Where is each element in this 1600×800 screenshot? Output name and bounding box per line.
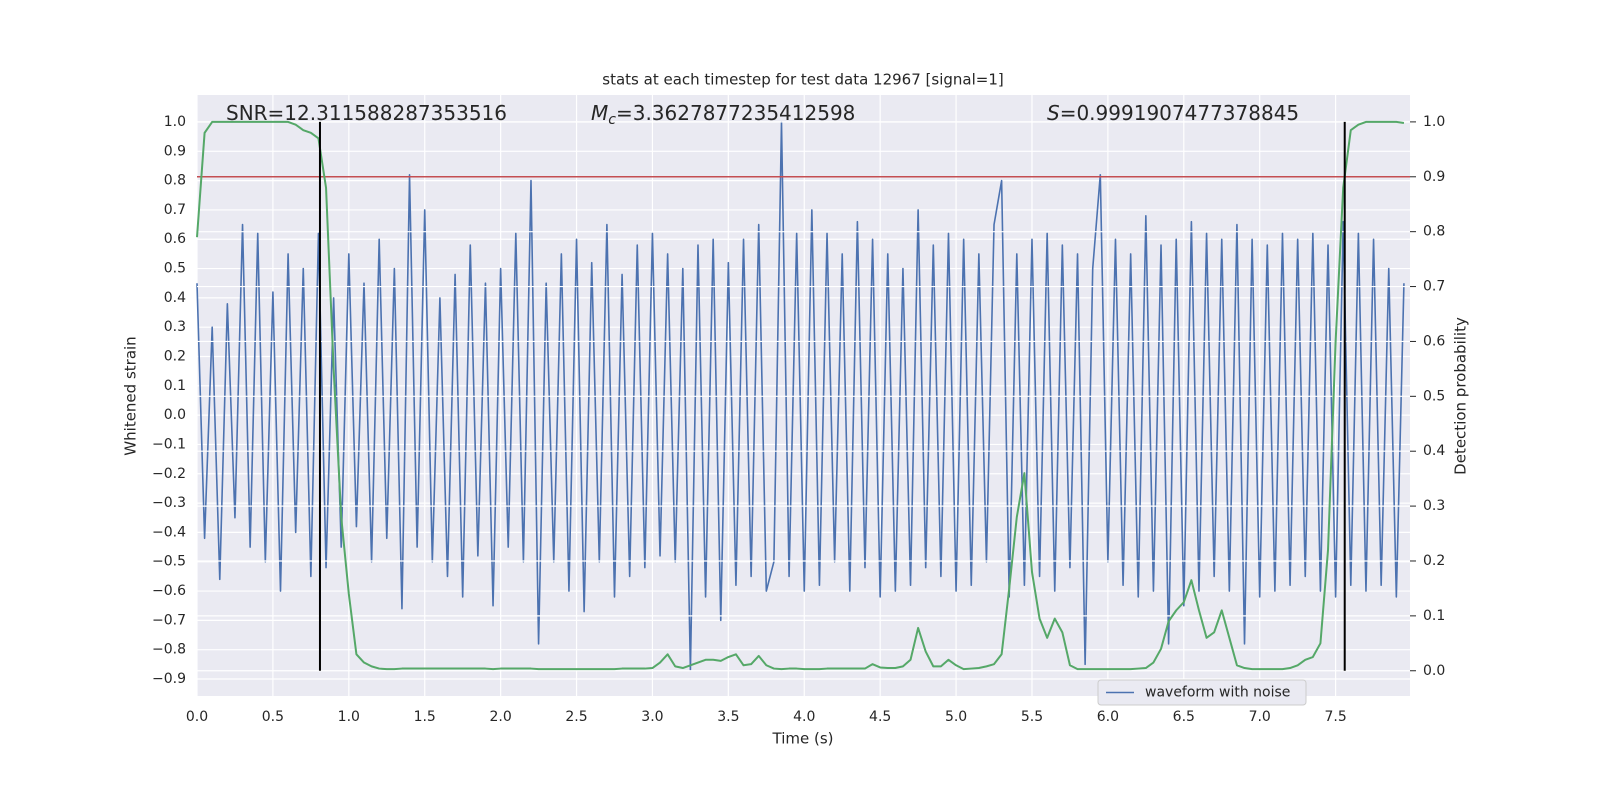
legend-box [1097,679,1307,706]
annotation-text: SNR=12.311588287353516 [226,101,507,125]
y-tick-label: 0.9 [164,143,186,159]
y2-tick-label: 0.8 [1423,224,1445,240]
x-tick-label: 2.0 [489,709,511,725]
x-tick-label: 3.0 [641,709,663,725]
x-tick-label: 4.5 [869,709,891,725]
y2-tick-label: 0.4 [1423,443,1445,459]
y-tick-label: −0.6 [152,583,186,599]
y2-tick-label: 0.7 [1423,279,1445,295]
y-axis-label: Whitened strain [122,336,140,455]
y2-tick-label: 0.6 [1423,333,1445,349]
probability-line [196,120,1405,671]
annotation: SNR=12.311588287353516 [226,101,507,125]
chart-title: stats at each timestep for test data 129… [602,71,1003,89]
annotation-subscript: c [608,112,616,128]
under-layer [196,95,1410,696]
y2-tick-label: 0.2 [1423,553,1445,569]
x-tick-label: 5.5 [1021,709,1043,725]
y-tick-label: 0.7 [164,202,186,218]
x-tick-label: 4.0 [793,709,815,725]
y2-tick-label: 1.0 [1423,114,1445,130]
y-tick-label: 0.0 [164,407,186,423]
y-tick-label: 0.2 [164,349,186,365]
x-tick-label: 5.0 [945,709,967,725]
y-tick-label: −0.9 [152,671,186,687]
annotation: Mc=3.3627877235412598 [591,101,855,129]
x-tick-label: 1.0 [338,709,360,725]
annotation-symbol: M [591,101,608,125]
waveform-line [196,121,1405,671]
y2-axis-label: Detection probability [1452,317,1470,475]
y2-tick-label: 0.5 [1423,388,1445,404]
legend-label: waveform with noise [1145,685,1290,701]
annotation-text: =3.3627877235412598 [616,101,855,125]
y-tick-label: 1.0 [164,114,186,130]
y-tick-label: −0.7 [152,612,186,628]
x-tick-label: 6.0 [1097,709,1119,725]
y-tick-label: −0.3 [152,495,186,511]
y2-tick-label: 0.0 [1423,663,1445,679]
y-tick-label: −0.2 [152,466,186,482]
x-tick-label: 0.0 [186,709,208,725]
y-tick-label: 0.1 [164,378,186,394]
annotation-text: =0.9991907477378845 [1060,101,1299,125]
x-tick-label: 2.5 [565,709,587,725]
x-tick-label: 3.5 [717,709,739,725]
y2-tick-label: 0.3 [1423,498,1445,514]
x-tick-label: 0.5 [262,709,284,725]
y-tick-label: 0.3 [164,319,186,335]
plot-background [197,95,1410,696]
y-tick-label: −0.5 [152,554,186,570]
annotation: S=0.9991907477378845 [1047,101,1299,125]
over-layer [196,120,1410,672]
y-tick-label: −0.8 [152,642,186,658]
annotation-symbol: S [1047,101,1060,125]
x-tick-label: 7.0 [1249,709,1271,725]
y-tick-label: −0.1 [152,436,186,452]
y-tick-label: 0.6 [164,231,186,247]
y2-tick-label: 0.9 [1423,169,1445,185]
y-tick-label: 0.4 [164,290,186,306]
y-tick-label: 0.8 [164,173,186,189]
y-tick-label: 0.5 [164,261,186,277]
x-tick-label: 1.5 [414,709,436,725]
y2-tick-label: 0.1 [1423,608,1445,624]
x-tick-label: 6.5 [1173,709,1195,725]
x-tick-label: 7.5 [1324,709,1346,725]
y-tick-label: −0.4 [152,524,186,540]
x-axis-label: Time (s) [772,730,834,748]
